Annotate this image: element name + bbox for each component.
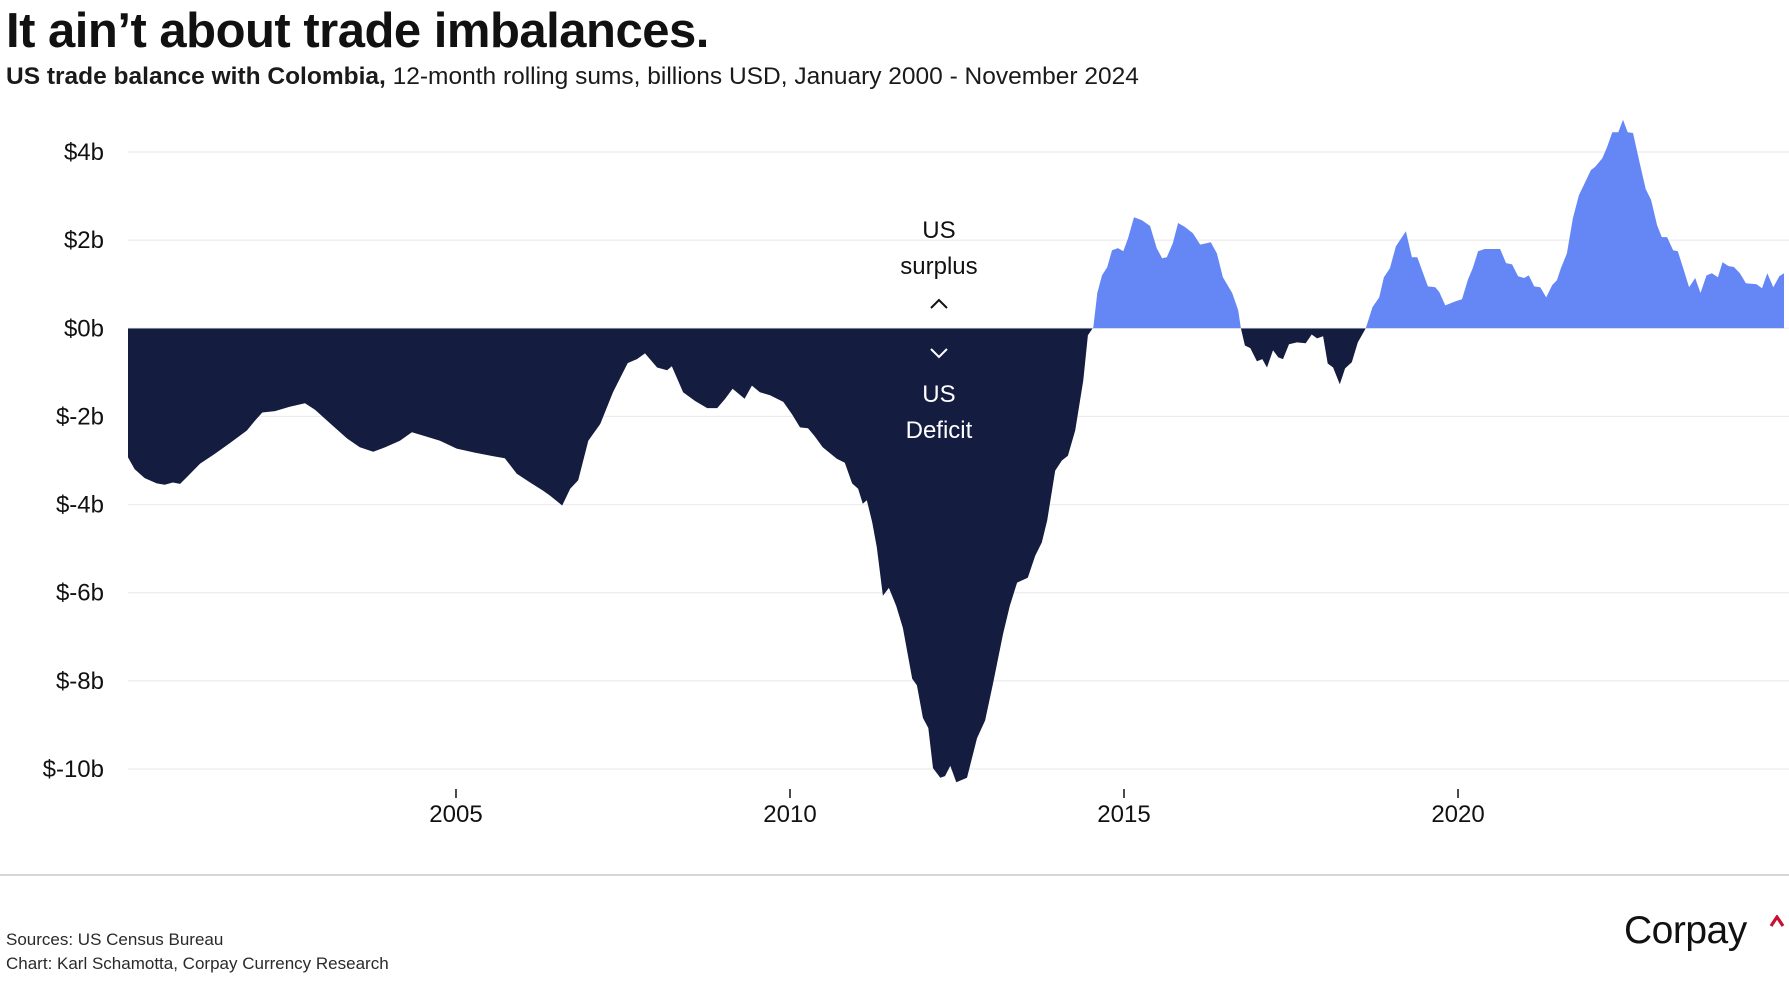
y-tick-label: $-10b [43,756,104,783]
y-tick-label: $0b [64,315,104,342]
y-tick-label: $-2b [56,403,104,430]
footer-divider [0,874,1789,876]
y-tick-label: $-8b [56,668,104,695]
chart-subtitle: US trade balance with Colombia, 12-month… [6,62,1139,92]
subtitle-description: 12-month rolling sums, billions USD, Jan… [385,63,1139,90]
subtitle-series-name: US trade balance with Colombia, [6,63,386,90]
chart-title: It ain’t about trade imbalances. [6,4,709,58]
surplus-area [1092,119,1784,329]
trade-balance-chart: $4b$2b$0b$-2b$-4b$-6b$-8b$-10b 2005 2010 2… [43,119,1789,828]
x-tick-label: 2010 [763,801,816,828]
y-tick-label: $4b [64,139,104,166]
deficit-area [128,328,1784,783]
annotation-surplus-line-1: US [922,217,955,244]
y-tick-label: $2b [64,227,104,254]
y-tick-label: $-6b [56,580,104,607]
sources-note: Sources: US Census Bureau [6,930,224,949]
corpay-logo: Corpay [1624,906,1786,956]
caret-icon [1769,915,1785,927]
annotation-surplus-line-2: surplus [900,253,977,280]
logo-wordmark: Corpay [1624,909,1747,952]
surplus-deficit-annotation: US surplus US Deficit [900,217,977,444]
x-tick-label: 2015 [1097,801,1150,828]
y-axis: $4b $2b $0b $-2b $-4b $-6b $-8b $-10b [43,139,104,783]
x-tick-label: 2020 [1431,801,1484,828]
y-tick-label: $-4b [56,492,104,519]
chevron-up-icon [930,298,948,309]
annotation-deficit-line-2: Deficit [906,417,973,444]
x-axis: 2005 2010 2015 2020 [429,789,1485,828]
x-tick-label: 2005 [429,801,482,828]
annotation-deficit-line-1: US [922,381,955,408]
chevron-down-icon [930,348,948,359]
chart-credit: Chart: Karl Schamotta, Corpay Currency R… [6,954,389,973]
